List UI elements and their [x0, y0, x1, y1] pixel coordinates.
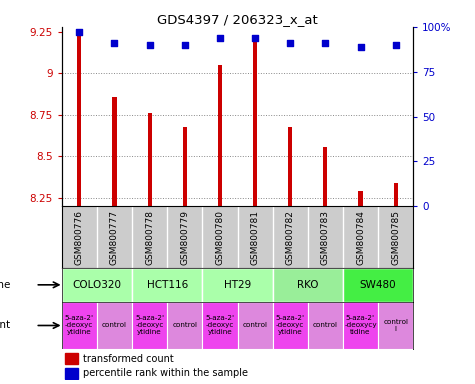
Bar: [62, 268, 132, 302]
Text: control: control: [313, 323, 338, 328]
Bar: [65, 368, 77, 379]
Text: control: control: [172, 323, 197, 328]
Bar: [343, 268, 413, 302]
Bar: [238, 302, 273, 349]
Point: [251, 35, 259, 41]
Text: GSM800783: GSM800783: [321, 210, 330, 265]
Bar: [323, 147, 327, 206]
Bar: [218, 65, 222, 206]
Point: [111, 40, 118, 46]
Text: GSM800781: GSM800781: [251, 210, 259, 265]
Bar: [113, 97, 116, 206]
Text: GSM800779: GSM800779: [180, 210, 189, 265]
Title: GDS4397 / 206323_x_at: GDS4397 / 206323_x_at: [157, 13, 318, 26]
Bar: [343, 302, 378, 349]
Point: [392, 42, 399, 48]
Bar: [65, 353, 77, 364]
Text: COLO320: COLO320: [72, 280, 122, 290]
Bar: [97, 302, 132, 349]
Point: [76, 29, 83, 35]
Text: transformed count: transformed count: [83, 354, 173, 364]
Text: cell line: cell line: [0, 280, 11, 290]
Text: agent: agent: [0, 321, 11, 331]
Bar: [132, 302, 167, 349]
Text: control: control: [102, 323, 127, 328]
Bar: [62, 302, 97, 349]
Bar: [378, 302, 413, 349]
Point: [181, 42, 189, 48]
Bar: [288, 127, 292, 206]
Point: [357, 43, 364, 50]
Point: [286, 40, 294, 46]
Text: GSM800784: GSM800784: [356, 210, 365, 265]
Text: control
l: control l: [383, 319, 408, 332]
Bar: [253, 40, 257, 206]
Bar: [308, 302, 343, 349]
Text: 5-aza-2'
-deoxycy
tidine: 5-aza-2' -deoxycy tidine: [344, 316, 377, 336]
Text: percentile rank within the sample: percentile rank within the sample: [83, 368, 248, 378]
Text: 5-aza-2'
-deoxyc
ytidine: 5-aza-2' -deoxyc ytidine: [65, 316, 94, 336]
Bar: [359, 191, 362, 206]
Text: HT29: HT29: [224, 280, 251, 290]
Bar: [77, 33, 81, 206]
Bar: [273, 302, 308, 349]
Point: [216, 35, 224, 41]
Text: 5-aza-2'
-deoxyc
ytidine: 5-aza-2' -deoxyc ytidine: [205, 316, 235, 336]
Bar: [202, 268, 273, 302]
Bar: [394, 183, 398, 206]
Bar: [148, 113, 152, 206]
Bar: [202, 302, 238, 349]
Point: [146, 42, 153, 48]
Bar: [132, 268, 202, 302]
Text: GSM800776: GSM800776: [75, 210, 84, 265]
Text: GSM800782: GSM800782: [286, 210, 294, 265]
Text: HCT116: HCT116: [147, 280, 188, 290]
Text: GSM800778: GSM800778: [145, 210, 154, 265]
Text: RKO: RKO: [297, 280, 319, 290]
Text: SW480: SW480: [360, 280, 397, 290]
Text: control: control: [243, 323, 267, 328]
Bar: [183, 127, 187, 206]
Text: GSM800785: GSM800785: [391, 210, 400, 265]
Bar: [273, 268, 343, 302]
Text: GSM800780: GSM800780: [216, 210, 224, 265]
Point: [322, 40, 329, 46]
Text: 5-aza-2'
-deoxyc
ytidine: 5-aza-2' -deoxyc ytidine: [276, 316, 305, 336]
Text: 5-aza-2'
-deoxyc
ytidine: 5-aza-2' -deoxyc ytidine: [135, 316, 164, 336]
Text: GSM800777: GSM800777: [110, 210, 119, 265]
Bar: [167, 302, 202, 349]
